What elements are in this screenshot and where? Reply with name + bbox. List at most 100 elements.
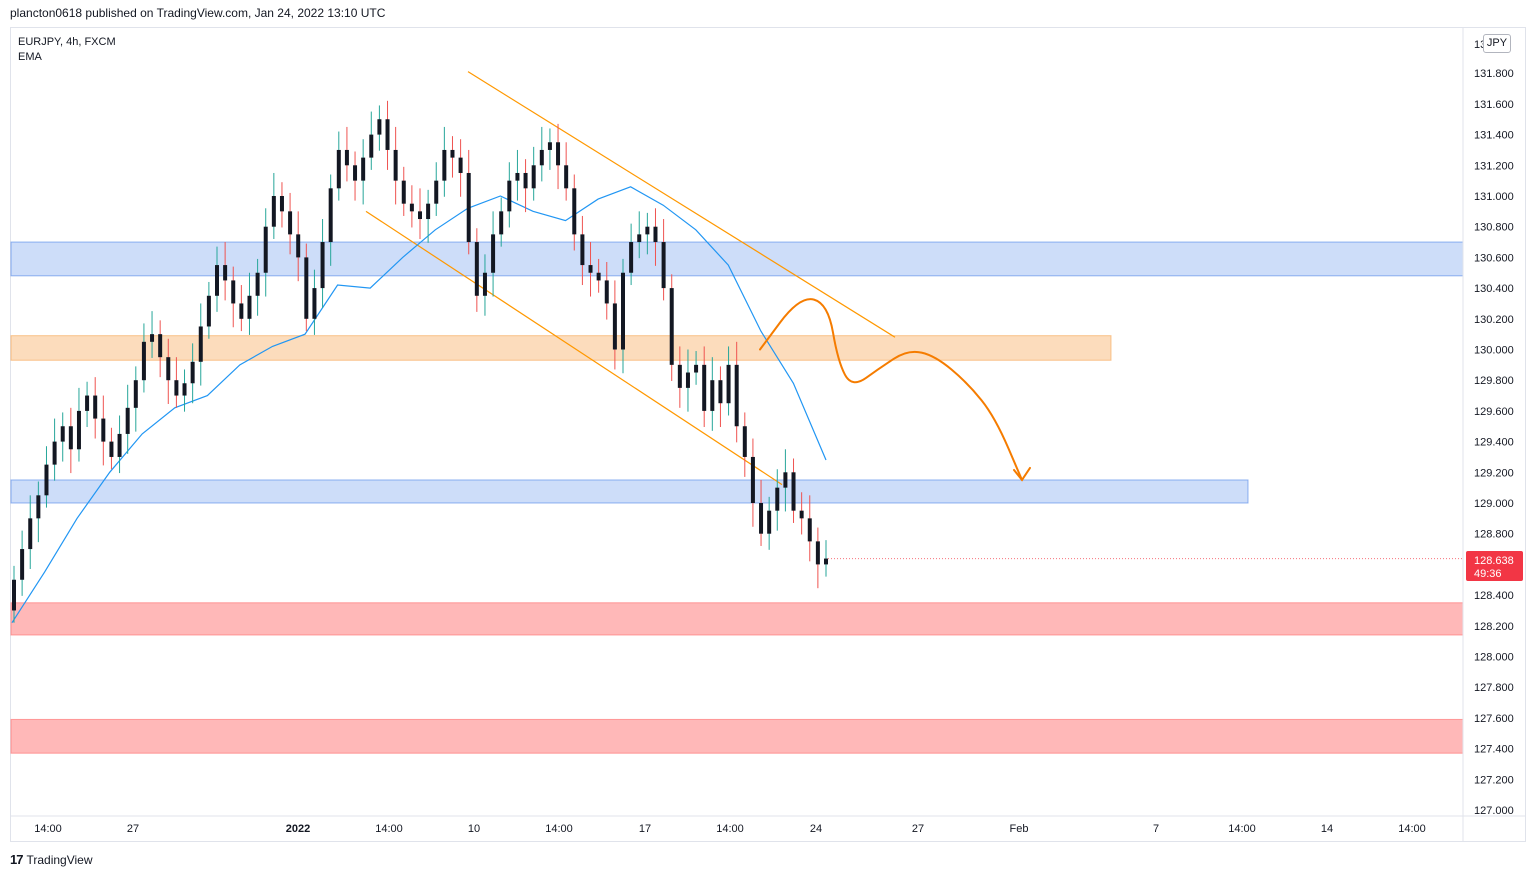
candle-body — [604, 280, 609, 304]
y-tick-label: 127.800 — [1474, 682, 1514, 694]
x-tick-label: 7 — [1153, 823, 1159, 835]
candle-body — [247, 295, 252, 319]
candle-body — [288, 211, 293, 235]
candle-body — [312, 288, 317, 319]
candle-body — [133, 380, 138, 408]
candle-body — [344, 149, 349, 166]
candle-body — [750, 456, 755, 503]
candle-body — [458, 157, 463, 173]
y-tick-label: 129.200 — [1474, 467, 1514, 479]
y-tick-label: 131.800 — [1474, 68, 1514, 80]
candle-body — [279, 196, 284, 212]
candle-body — [271, 196, 276, 227]
candle-body — [612, 303, 617, 350]
x-tick-label: 2022 — [286, 823, 310, 835]
y-tick-label: 128.200 — [1474, 621, 1514, 633]
candle-body — [547, 142, 552, 150]
candle-body — [52, 441, 57, 465]
candle-body — [353, 165, 358, 181]
publisher-header: plancton0618 published on TradingView.co… — [10, 6, 386, 20]
candle-body — [158, 334, 163, 358]
candle-body — [239, 303, 244, 319]
candle-body — [491, 234, 496, 273]
x-tick-label: 14:00 — [716, 823, 744, 835]
channel-upper-line — [467, 71, 896, 338]
y-tick-label: 131.400 — [1474, 130, 1514, 142]
candle-body — [515, 172, 520, 181]
currency-button[interactable]: JPY — [1483, 34, 1511, 53]
candle-body — [694, 364, 699, 373]
candle-body — [474, 242, 479, 296]
candle-body — [101, 418, 106, 442]
symbol-label[interactable]: EURJPY, 4h, FXCM — [18, 36, 116, 48]
x-tick-label: 14:00 — [1228, 823, 1256, 835]
candle-body — [263, 226, 268, 273]
x-tick-label: 14:00 — [1398, 823, 1426, 835]
candle-body — [596, 272, 601, 281]
y-tick-label: 127.200 — [1474, 774, 1514, 786]
candle-body — [150, 334, 155, 342]
candle-body — [385, 119, 390, 150]
candle-body — [320, 242, 325, 289]
candle-body — [182, 383, 187, 396]
target-zone-upper — [10, 602, 1464, 636]
candle-body — [231, 280, 236, 304]
y-tick-label: 129.800 — [1474, 375, 1514, 387]
candle-body — [206, 295, 211, 327]
candle-body — [702, 364, 707, 411]
candle-body — [824, 558, 828, 565]
candle-body — [36, 495, 41, 519]
x-tick-label: 10 — [468, 823, 480, 835]
candle-body — [434, 180, 439, 204]
y-tick-label: 128.800 — [1474, 529, 1514, 541]
candle-body — [677, 364, 682, 388]
candle-body — [661, 242, 666, 289]
candle-body — [718, 380, 723, 404]
candle-body — [125, 407, 130, 434]
candle-body — [499, 211, 504, 235]
candle-body — [68, 426, 73, 450]
candle-body — [93, 395, 98, 419]
candle-body — [328, 188, 333, 243]
candle-body — [174, 380, 179, 396]
candle-body — [442, 149, 447, 181]
candle-body — [791, 472, 796, 511]
candle-body — [28, 518, 33, 550]
candle-body — [450, 149, 455, 158]
candle-body — [401, 180, 406, 204]
y-tick-label: 130.400 — [1474, 283, 1514, 295]
brand-label: TradingView — [26, 852, 93, 867]
candle-body — [166, 357, 171, 381]
chart-frame — [10, 27, 1526, 842]
support-zone-lower — [10, 479, 1249, 504]
candle-body — [539, 149, 544, 166]
y-tick-label: 131.200 — [1474, 160, 1514, 172]
candle-body — [629, 242, 634, 273]
candle-body — [76, 410, 81, 450]
x-tick-label: Feb — [1010, 823, 1029, 835]
candle-body — [523, 172, 528, 189]
indicator-label[interactable]: EMA — [18, 51, 42, 63]
x-tick-label: 14:00 — [34, 823, 62, 835]
y-tick-label: 130.800 — [1474, 222, 1514, 234]
bar-countdown: 49:36 — [1474, 568, 1502, 580]
footer-brand[interactable]: 17 TradingView — [10, 852, 93, 867]
candle-body — [369, 134, 374, 158]
candle-body — [304, 257, 309, 319]
y-tick-label: 130.000 — [1474, 345, 1514, 357]
y-tick-label: 128.000 — [1474, 652, 1514, 664]
candle-body — [669, 288, 674, 365]
candle-body — [799, 510, 804, 519]
y-tick-label: 127.400 — [1474, 744, 1514, 756]
projection-arrow-icon — [1013, 466, 1031, 482]
projection-curve — [759, 298, 1023, 481]
candle-body — [572, 188, 577, 235]
candle-body — [377, 119, 382, 135]
candle-body — [466, 172, 471, 243]
y-tick-label: 129.600 — [1474, 406, 1514, 418]
last-price-value: 128.638 — [1474, 555, 1514, 567]
y-tick-label: 129.000 — [1474, 498, 1514, 510]
y-tick-label: 127.000 — [1474, 805, 1514, 817]
candle-body — [198, 326, 203, 362]
